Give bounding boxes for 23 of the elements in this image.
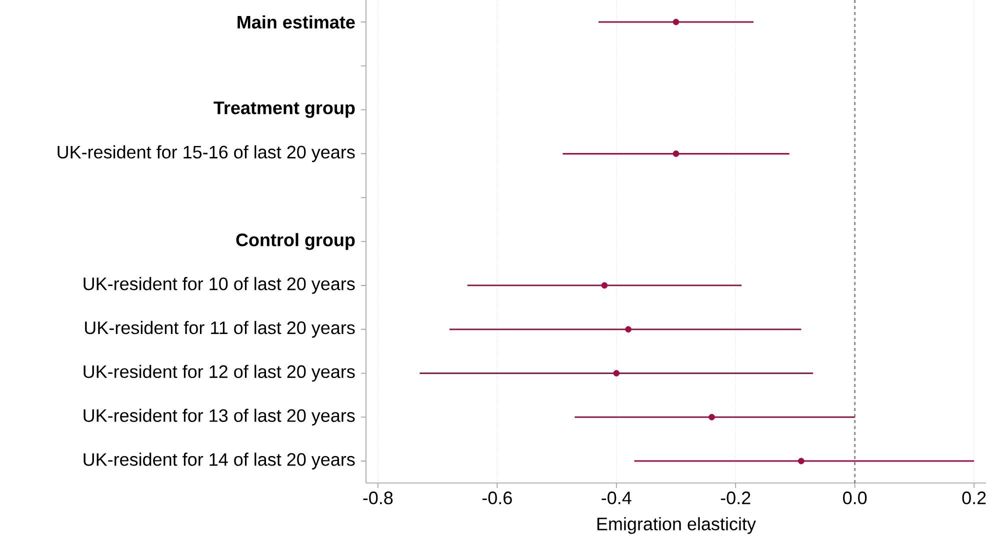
x-axis-title: Emigration elasticity bbox=[597, 517, 756, 534]
x-tick-label: 0.0 bbox=[843, 492, 867, 504]
x-tick-label: -0.6 bbox=[482, 492, 512, 504]
x-tick-label: -0.4 bbox=[602, 492, 632, 504]
y-tick-label: UK-resident for 10 of last 20 years bbox=[84, 277, 355, 294]
y-tick-label: UK-resident for 15-16 of last 20 years bbox=[58, 145, 355, 162]
point bbox=[613, 370, 620, 376]
x-tick-label: -0.8 bbox=[363, 492, 393, 504]
x-tick-label: -0.2 bbox=[720, 492, 750, 504]
x-tick-label: 0.2 bbox=[962, 492, 986, 504]
y-tick-label: Treatment group bbox=[214, 102, 355, 118]
point bbox=[798, 458, 804, 464]
y-tick-label: Control group bbox=[236, 233, 355, 250]
point bbox=[601, 282, 608, 289]
point bbox=[625, 326, 632, 333]
point bbox=[708, 414, 715, 420]
y-tick-label: UK-resident for 13 of last 20 years bbox=[84, 408, 355, 426]
point bbox=[672, 18, 680, 26]
point bbox=[672, 150, 680, 157]
y-tick-label: UK-resident for 14 of last 20 years bbox=[84, 452, 355, 470]
y-tick-label: UK-resident for 11 of last 20 years bbox=[85, 320, 355, 338]
y-tick-label: UK-resident for 12 of last 20 years bbox=[84, 364, 355, 382]
y-tick-label: Main estimate bbox=[238, 15, 355, 29]
